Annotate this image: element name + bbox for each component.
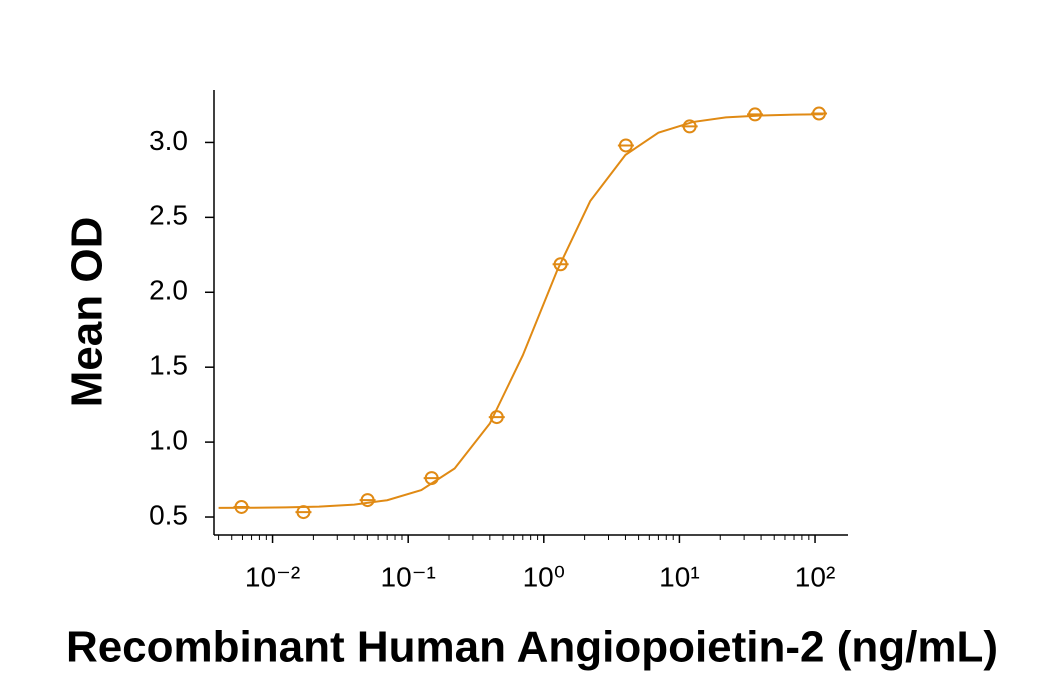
x-tick-label: 10⁰ xyxy=(523,561,565,592)
y-axis-label: Mean OD xyxy=(63,217,112,408)
y-tick-label: 2.5 xyxy=(149,200,188,231)
y-tick-label: 1.0 xyxy=(149,424,188,455)
fit-curve xyxy=(218,113,824,509)
x-tick-label: 10¹ xyxy=(659,561,699,592)
x-tick-label: 10⁻¹ xyxy=(381,561,436,592)
x-tick-label: 10⁻² xyxy=(245,561,300,592)
x-axis-label: Recombinant Human Angiopoietin-2 (ng/mL) xyxy=(66,623,998,672)
x-tick-label: 10² xyxy=(795,561,835,592)
y-tick-label: 2.0 xyxy=(149,275,188,306)
y-tick-label: 0.5 xyxy=(149,499,188,530)
y-tick-label: 3.0 xyxy=(149,125,188,156)
y-tick-label: 1.5 xyxy=(149,350,188,381)
